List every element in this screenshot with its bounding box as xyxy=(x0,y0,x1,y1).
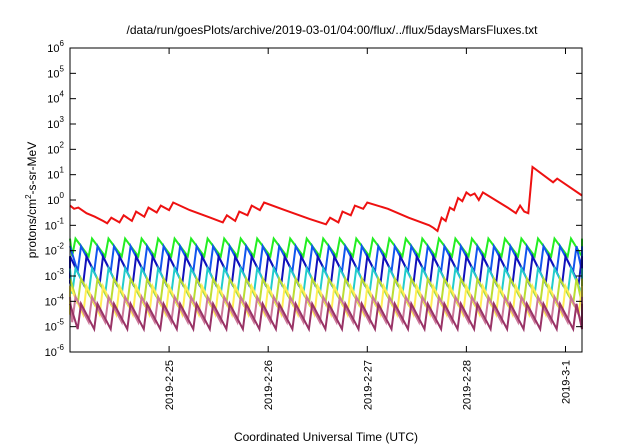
x-tick-label: 2019-2-26 xyxy=(263,360,275,410)
x-axis: 2019-2-25 2019-2-26 2019-2-27 2019-2-28 2019… xyxy=(164,48,572,410)
y-tick-label: 103 xyxy=(47,115,64,131)
y-tick-label: 10-6 xyxy=(45,343,65,359)
y-tick-label: 10-5 xyxy=(45,318,65,334)
y-tick-label: 101 xyxy=(47,166,64,182)
x-tick-label: 2019-3-1 xyxy=(560,360,572,404)
series-line xyxy=(69,165,583,233)
y-tick-label: 10-4 xyxy=(45,292,65,308)
series-layer xyxy=(69,165,583,333)
y-tick-label: 105 xyxy=(47,64,64,80)
x-axis-label: Coordinated Universal Time (UTC) xyxy=(234,430,418,444)
y-tick-label: 104 xyxy=(47,90,64,106)
y-tick-label: 106 xyxy=(47,39,64,55)
y-axis-label: protons/cm2-s-sr-MeV xyxy=(24,142,39,258)
y-tick-label: 100 xyxy=(47,191,64,207)
y-axis-label-sup: 2 xyxy=(24,194,33,199)
y-axis: 10-6 10-5 10-4 10-3 10-2 10-1 100 101 102 103 104 1… xyxy=(45,39,582,359)
series-line xyxy=(69,300,583,333)
x-tick-label: 2019-2-25 xyxy=(164,360,176,410)
series-line xyxy=(69,293,583,326)
y-tick-label: 10-1 xyxy=(45,216,65,232)
y-axis-label-main: protons/cm xyxy=(25,199,39,258)
plot-area: 10-6 10-5 10-4 10-3 10-2 10-1 100 101 102 103 104 1… xyxy=(45,39,583,410)
y-tick-label: 10-3 xyxy=(45,267,65,283)
chart-title: /data/run/goesPlots/archive/2019-03-01/0… xyxy=(127,23,539,37)
y-tick-label: 10-2 xyxy=(45,242,65,258)
x-tick-label: 2019-2-27 xyxy=(362,360,374,410)
y-axis-label-unit: -s-sr-MeV xyxy=(25,142,39,195)
series-line xyxy=(69,252,583,288)
y-tick-label: 102 xyxy=(47,140,64,156)
x-tick-label: 2019-2-28 xyxy=(461,360,473,410)
